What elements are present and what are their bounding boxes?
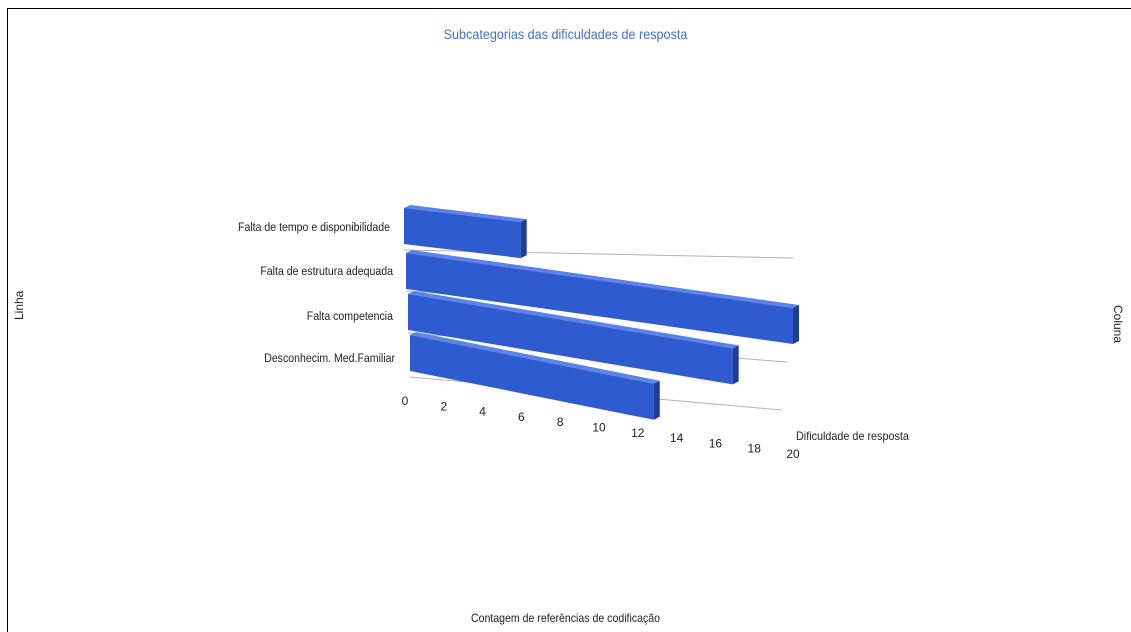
category-labels: Falta de tempo e disponibilidade Falta de… xyxy=(238,221,395,365)
bar-top-face xyxy=(404,205,527,223)
bar-end-face xyxy=(520,219,527,259)
depth-axis-label: Dificuldade de resposta xyxy=(796,429,909,443)
tick-label: 20 xyxy=(786,447,800,461)
category-label: Falta de tempo e disponibilidade xyxy=(238,221,390,234)
tick-label: 8 xyxy=(557,415,564,429)
bar-front-face xyxy=(408,294,733,385)
x-tick-labels: 0 2 4 6 8 10 12 14 16 18 20 xyxy=(402,394,800,461)
bar-end-face xyxy=(732,345,739,385)
bars xyxy=(404,205,799,420)
bar-top-face xyxy=(410,332,660,384)
category-label: Falta competencia xyxy=(307,310,394,323)
chart-frame xyxy=(7,8,1131,632)
chart-title: Subcategorias das dificuldades de respos… xyxy=(443,26,688,42)
bar-end-face xyxy=(793,305,799,344)
tick-label: 10 xyxy=(592,421,606,435)
bar-end-face xyxy=(653,380,660,420)
bar xyxy=(408,291,739,385)
gridline xyxy=(403,249,794,259)
tick-label: 18 xyxy=(748,442,762,456)
bar-front-face xyxy=(410,335,654,420)
category-label: Falta de estrutura adequada xyxy=(260,265,393,278)
bar xyxy=(410,332,660,420)
bar-top-face xyxy=(408,291,739,349)
tick-label: 12 xyxy=(631,426,645,440)
tick-label: 6 xyxy=(518,410,525,424)
bar-top-face xyxy=(406,250,799,308)
bar-front-face xyxy=(406,253,793,344)
tick-label: 4 xyxy=(479,405,486,419)
tick-label: 2 xyxy=(440,399,447,413)
bar xyxy=(404,205,527,259)
tick-label: 14 xyxy=(670,431,684,445)
bar xyxy=(406,250,799,344)
bar-front-face xyxy=(404,208,521,259)
x-axis-label: Contagem de referências de codificação xyxy=(470,611,661,625)
tick-label: 0 xyxy=(402,394,409,408)
tick-label: 16 xyxy=(709,436,723,450)
category-label: Desconhecim. Med.Familiar xyxy=(264,352,395,365)
